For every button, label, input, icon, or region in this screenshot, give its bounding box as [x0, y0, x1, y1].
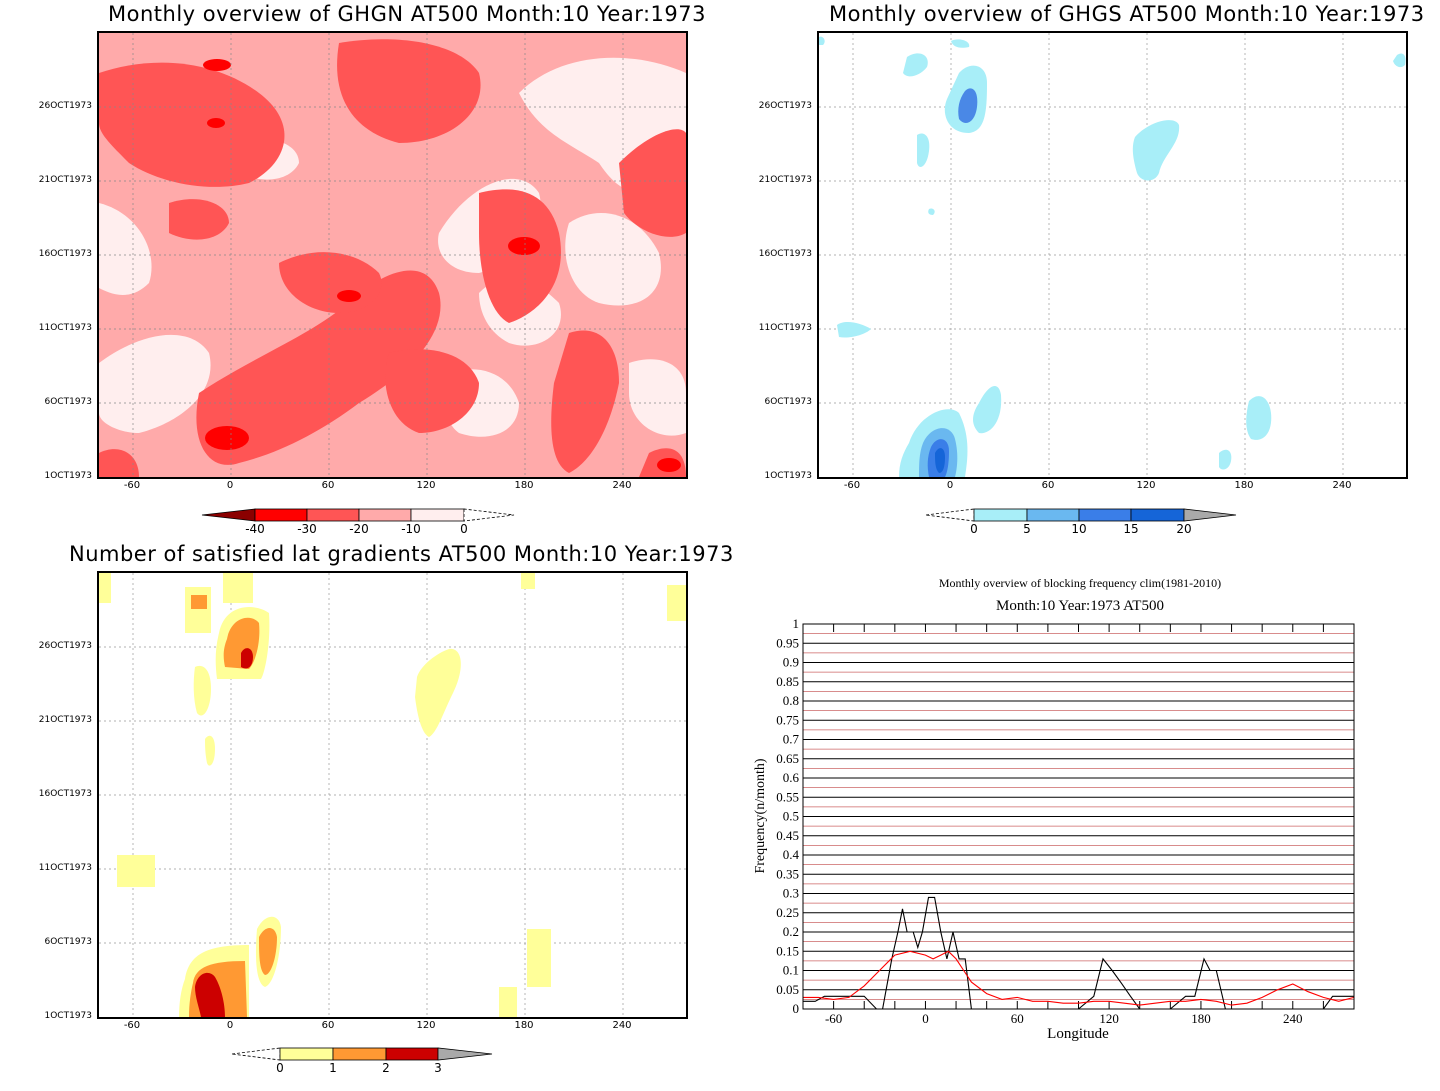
- panel2-ytick: 16OCT1973: [758, 249, 812, 259]
- panel4-ytick: 0.7: [783, 732, 800, 747]
- panel1-ytick: 26OCT1973: [38, 101, 92, 111]
- panel4-xtick: 240: [1283, 1011, 1303, 1025]
- panel4-xtick: -60: [825, 1011, 842, 1025]
- panel2-xtick: 180: [1234, 480, 1254, 491]
- panel2-xtick: 0: [946, 480, 954, 491]
- panel4-xtick: 60: [1011, 1011, 1024, 1025]
- panel2-contour-field: [819, 33, 1406, 477]
- panel4-ytick: 0.85: [776, 674, 799, 689]
- panel1-title: Monthly overview of GHGN AT500 Month:10 …: [108, 2, 706, 26]
- panel3-ytick: 16OCT1973: [38, 789, 92, 799]
- panel1-xtick: -60: [123, 480, 141, 491]
- panel4-ytick: 0.4: [783, 847, 800, 862]
- panel4-ytick: 0.2: [783, 924, 799, 939]
- panel4-ytick: 0.95: [776, 635, 799, 650]
- panel3-xtick: -60: [123, 1020, 141, 1031]
- panel1-ytick: 6OCT1973: [44, 397, 93, 407]
- panel1-xtick: 0: [226, 480, 234, 491]
- panel4-ytick: 0.15: [776, 943, 799, 958]
- panel3-xtick: 120: [416, 1020, 436, 1031]
- panel1-plot-area: [97, 31, 688, 479]
- panel1-ytick: 16OCT1973: [38, 249, 92, 259]
- panel3-plot-area: [97, 571, 688, 1019]
- panel2-ytick: 1OCT1973: [764, 471, 813, 481]
- panel4-ytick: 0.9: [783, 655, 799, 670]
- panel3-ytick: 26OCT1973: [38, 641, 92, 651]
- panel4-ytick: 0.25: [776, 905, 799, 920]
- panel2-plot-area: [817, 31, 1408, 479]
- panel3-xtick: 180: [514, 1020, 534, 1031]
- panel4-ytick: 0: [793, 1001, 800, 1016]
- panel4-ytick: 1: [793, 616, 800, 631]
- panel3-colorbar-label: 3: [434, 1061, 442, 1075]
- panel2-ytick: 21OCT1973: [758, 175, 812, 185]
- panel3-colorbar-label: 2: [382, 1061, 390, 1075]
- panel2-title: Monthly overview of GHGS AT500 Month:10 …: [829, 2, 1425, 26]
- panel4-ytick: 0.55: [776, 789, 799, 804]
- panel2-colorbar-label: 0: [970, 522, 978, 536]
- panel1-colorbar-label: 0: [460, 522, 468, 536]
- panel1-xtick: 60: [321, 480, 335, 491]
- panel3-colorbar-label: 0: [276, 1061, 284, 1075]
- panel1-ytick: 11OCT1973: [38, 323, 92, 333]
- series-line-red: [803, 950, 1355, 1006]
- panel1-xtick: 180: [514, 480, 534, 491]
- panel4-ytick: 0.8: [783, 693, 799, 708]
- panel2-ytick: 11OCT1973: [758, 323, 812, 333]
- panel2-ytick: 26OCT1973: [758, 101, 812, 111]
- panel2-colorbar-label: 20: [1176, 522, 1192, 536]
- panel1-colorbar-label: -40: [245, 522, 265, 536]
- panel4-title: Monthly overview of blocking frequency c…: [938, 576, 1222, 590]
- panel3-ytick: 1OCT1973: [44, 1011, 93, 1021]
- panel3-ytick: 11OCT1973: [38, 863, 92, 873]
- panel4-ytick: 0.5: [783, 809, 799, 824]
- panel4-xtick: 0: [922, 1011, 929, 1025]
- panel3-ytick: 21OCT1973: [38, 715, 92, 725]
- panel3-xtick: 60: [321, 1020, 335, 1031]
- panel4-ytick: 0.35: [776, 866, 799, 881]
- panel4-subtitle: Month:10 Year:1973 AT500: [996, 598, 1164, 614]
- panel1-contour-field: [99, 33, 686, 477]
- panel2-colorbar-label: 5: [1023, 522, 1031, 536]
- panel2-xtick: 60: [1041, 480, 1055, 491]
- panel4-ytick: 0.05: [776, 982, 799, 997]
- panel4-ytick: 0.45: [776, 828, 799, 843]
- panel3-colorbar: [231, 1047, 493, 1061]
- panel4-xtick: 120: [1099, 1011, 1119, 1025]
- panel3-xtick: 0: [226, 1020, 234, 1031]
- panel1-colorbar: [201, 508, 515, 522]
- panel1-xtick: 120: [416, 480, 436, 491]
- panel2-colorbar: [925, 508, 1237, 522]
- panel2-xtick: 120: [1136, 480, 1156, 491]
- panel1-xtick: 240: [612, 480, 632, 491]
- panel4-ytick: 0.65: [776, 751, 799, 766]
- panel1-colorbar-label: -20: [349, 522, 369, 536]
- panel4-line-chart: 1 0.95 0.9 0.85 0.8 0.75 0.7 0.65 0.6 0.55 0.5 0.45…: [776, 616, 1355, 1025]
- panel1-ytick: 21OCT1973: [38, 175, 92, 185]
- panel3-contour-field: [99, 573, 686, 1017]
- panel2-ytick: 6OCT1973: [764, 397, 813, 407]
- panel4-ytick: 0.1: [783, 963, 799, 978]
- panel4-ytick: 0.75: [776, 712, 799, 727]
- panel3-xtick: 240: [612, 1020, 632, 1031]
- panel2-colorbar-label: 15: [1123, 522, 1139, 536]
- panel4-xlabel: Longitude: [1047, 1026, 1109, 1042]
- panel1-colorbar-label: -30: [297, 522, 317, 536]
- panel2-xtick: -60: [843, 480, 861, 491]
- panel1-ytick: 1OCT1973: [44, 471, 93, 481]
- panel4-ytick: 0.3: [783, 886, 799, 901]
- panel2-xtick: 240: [1332, 480, 1352, 491]
- panel3-colorbar-label: 1: [329, 1061, 337, 1075]
- panel1-colorbar-label: -10: [401, 522, 421, 536]
- panel3-title: Number of satisfied lat gradients AT500 …: [69, 542, 734, 566]
- panel2-colorbar-label: 10: [1071, 522, 1087, 536]
- panel4-xtick: 180: [1191, 1011, 1211, 1025]
- panel3-ytick: 6OCT1973: [44, 937, 93, 947]
- panel4-ytick: 0.6: [783, 770, 800, 785]
